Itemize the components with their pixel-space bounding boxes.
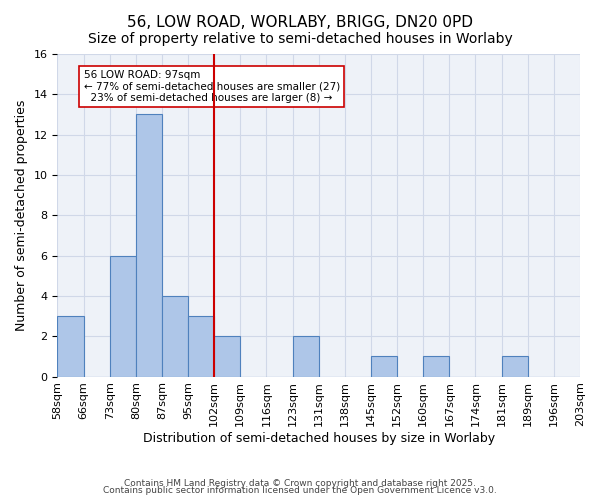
Text: Size of property relative to semi-detached houses in Worlaby: Size of property relative to semi-detach…: [88, 32, 512, 46]
Bar: [214, 336, 241, 376]
Bar: [188, 316, 214, 376]
Bar: [58, 316, 83, 376]
Bar: [371, 356, 397, 376]
Bar: [423, 356, 449, 376]
Bar: [136, 114, 162, 376]
Bar: [110, 256, 136, 376]
Text: 56 LOW ROAD: 97sqm
← 77% of semi-detached houses are smaller (27)
  23% of semi-: 56 LOW ROAD: 97sqm ← 77% of semi-detache…: [83, 70, 340, 103]
Text: Contains HM Land Registry data © Crown copyright and database right 2025.: Contains HM Land Registry data © Crown c…: [124, 478, 476, 488]
Bar: [502, 356, 528, 376]
Text: 56, LOW ROAD, WORLABY, BRIGG, DN20 0PD: 56, LOW ROAD, WORLABY, BRIGG, DN20 0PD: [127, 15, 473, 30]
Y-axis label: Number of semi-detached properties: Number of semi-detached properties: [15, 100, 28, 331]
X-axis label: Distribution of semi-detached houses by size in Worlaby: Distribution of semi-detached houses by …: [143, 432, 495, 445]
Bar: [293, 336, 319, 376]
Text: Contains public sector information licensed under the Open Government Licence v3: Contains public sector information licen…: [103, 486, 497, 495]
Bar: [162, 296, 188, 376]
